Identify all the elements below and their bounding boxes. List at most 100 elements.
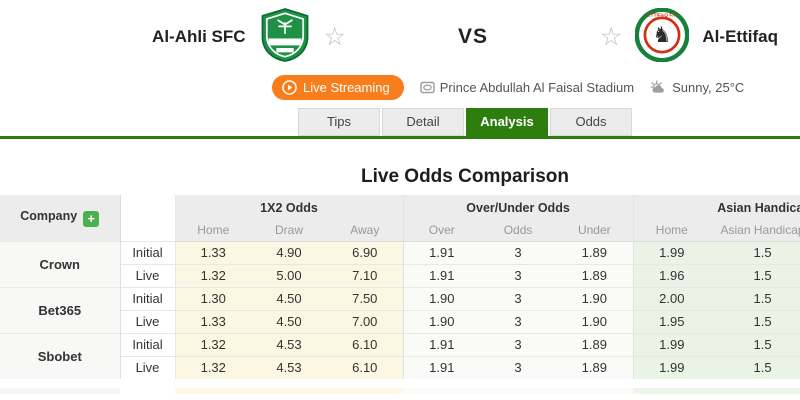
away-team-name: Al-Ettifaq — [702, 27, 778, 46]
tab-tips[interactable]: Tips — [298, 108, 380, 136]
odds-cell: 1.99 — [633, 240, 711, 264]
live-streaming-button[interactable]: Live Streaming — [272, 74, 404, 100]
odds-cell: 3 — [480, 309, 557, 333]
odds-cell: 6.90 — [327, 240, 404, 264]
odds-cell: 1.5 — [710, 355, 800, 379]
table-row: Crown Initial 1.33 4.90 6.90 1.91 3 1.89… — [0, 240, 800, 287]
odds-cell: 3 — [480, 286, 557, 310]
tab-detail[interactable]: Detail — [382, 108, 464, 136]
odds-cell: 1.30 — [175, 286, 251, 310]
favorite-home-star-icon[interactable]: ☆ — [323, 22, 346, 51]
group-header-asian-handicap: Asian Handicap Odds — [633, 195, 800, 220]
home-team: Al-Ahli SFC — [152, 7, 346, 68]
col-1x2-draw: Draw — [251, 220, 327, 242]
col-1x2-home: Home — [175, 220, 251, 242]
home-team-logo — [259, 7, 311, 68]
table-row: Sbobet Initial 1.32 4.53 6.10 1.91 3 1.8… — [0, 332, 800, 379]
green-divider — [0, 136, 800, 139]
table-group-header-row: Company + 1X2 Odds Over/Under Odds Asian … — [0, 195, 800, 241]
svg-text:♞: ♞ — [653, 22, 672, 47]
away-logo-text: ETTIFAQ F.C — [648, 12, 678, 18]
col-1x2-away: Away — [327, 220, 404, 242]
stadium-name: Prince Abdullah Al Faisal Stadium — [439, 79, 635, 95]
odds-cell: 1.91 — [403, 332, 481, 356]
row-label: Initial — [120, 286, 176, 310]
home-team-name: Al-Ahli SFC — [152, 27, 246, 46]
odds-cell: 1.91 — [403, 355, 481, 379]
add-company-button[interactable]: + — [83, 210, 100, 227]
match-meta-row: Live Streaming Prince Abdullah Al Faisal… — [0, 70, 800, 104]
company-name: Bet365 — [0, 286, 121, 333]
odds-cell: 1.90 — [556, 309, 634, 333]
company-header: Company + — [0, 195, 121, 241]
odds-cell: 2.00 — [633, 286, 711, 310]
table-row: Live 1.32 4.53 6.10 1.91 3 1.89 1.99 1.5 — [0, 355, 800, 379]
odds-cell: 1.89 — [556, 355, 634, 379]
favorite-away-star-icon[interactable]: ☆ — [599, 22, 623, 51]
odds-cell: 4.50 — [251, 286, 327, 310]
analysis-panel: Live Odds Comparison Company + 1X2 Odds O… — [0, 166, 800, 394]
odds-cell: 3 — [480, 332, 557, 356]
odds-cell: 1.90 — [556, 286, 634, 310]
col-ah-handicap: Asian Handicap — [710, 220, 800, 242]
odds-cell: 5.00 — [251, 263, 327, 287]
col-ou-over: Over — [403, 220, 481, 242]
tab-analysis[interactable]: Analysis — [466, 108, 548, 136]
odds-cell: 4.53 — [251, 332, 327, 356]
odds-cell: 7.00 — [327, 309, 404, 333]
odds-cell: 1.33 — [175, 240, 251, 264]
away-team-logo: ETTIFAQ F.C ♞ — [634, 7, 690, 67]
odds-cell: 1.96 — [633, 263, 711, 287]
odds-cell: 6.10 — [327, 355, 404, 379]
page-title: Live Odds Comparison — [361, 166, 569, 187]
odds-cell: 1.99 — [633, 355, 711, 379]
away-team: ☆ ETTIFAQ F.C ♞ Al-Ettifaq — [599, 7, 778, 67]
odds-cell: 1.90 — [403, 309, 481, 333]
odds-cell: 7.10 — [327, 263, 404, 287]
odds-cell: 1.89 — [556, 332, 634, 356]
odds-cell: 1.5 — [710, 332, 800, 356]
tab-odds[interactable]: Odds — [550, 108, 632, 136]
col-ou-under: Under — [556, 220, 634, 242]
live-streaming-label: Live Streaming — [303, 79, 390, 95]
odds-cell: 1.90 — [403, 286, 481, 310]
odds-cell: 1.5 — [710, 286, 800, 310]
table-row: Live 1.32 5.00 7.10 1.91 3 1.89 1.96 1.5 — [0, 263, 800, 287]
tab-bar: Tips Detail Analysis Odds — [0, 108, 800, 136]
table-row: Live 1.33 4.50 7.00 1.90 3 1.90 1.95 1.5 — [0, 309, 800, 333]
odds-cell: 1.32 — [175, 332, 251, 356]
company-name: Sbobet — [0, 332, 121, 379]
odds-cell: 1.89 — [556, 263, 634, 287]
col-ou-odds: Odds — [480, 220, 557, 242]
weather-info: Sunny, 25°C — [650, 80, 744, 95]
odds-cell: 1.99 — [633, 332, 711, 356]
odds-cell: 3 — [480, 355, 557, 379]
sunny-weather-icon — [650, 79, 667, 95]
odds-cell: 1.91 — [403, 240, 481, 264]
vs-label: VS — [457, 25, 488, 48]
odds-cell: 1.32 — [175, 263, 251, 287]
row-type-header — [120, 195, 176, 241]
odds-cell: 1.5 — [710, 263, 800, 287]
row-label: Live — [120, 355, 176, 379]
teams-row: Al-Ahli SFC — [0, 0, 800, 70]
match-header: Al-Ahli SFC — [0, 0, 800, 104]
odds-cell: 1.32 — [175, 355, 251, 379]
row-label: Initial — [120, 240, 176, 264]
group-header-over-under: Over/Under Odds — [403, 195, 634, 220]
weather-text: Sunny, 25°C — [672, 79, 745, 95]
group-header-1x2: 1X2 Odds — [175, 195, 404, 220]
stadium-icon — [420, 81, 435, 94]
odds-cell: 1.33 — [175, 309, 251, 333]
odds-cell: 4.53 — [251, 355, 327, 379]
odds-cell: 6.10 — [327, 332, 404, 356]
odds-cell: 1.5 — [710, 240, 800, 264]
odds-cell: 4.90 — [251, 240, 327, 264]
company-name: Crown — [0, 240, 121, 287]
odds-cell: 1.5 — [710, 309, 800, 333]
odds-cell: 1.89 — [556, 240, 634, 264]
odds-cell: 3 — [480, 263, 557, 287]
col-ah-home: Home — [633, 220, 711, 242]
odds-cell: 7.50 — [327, 286, 404, 310]
